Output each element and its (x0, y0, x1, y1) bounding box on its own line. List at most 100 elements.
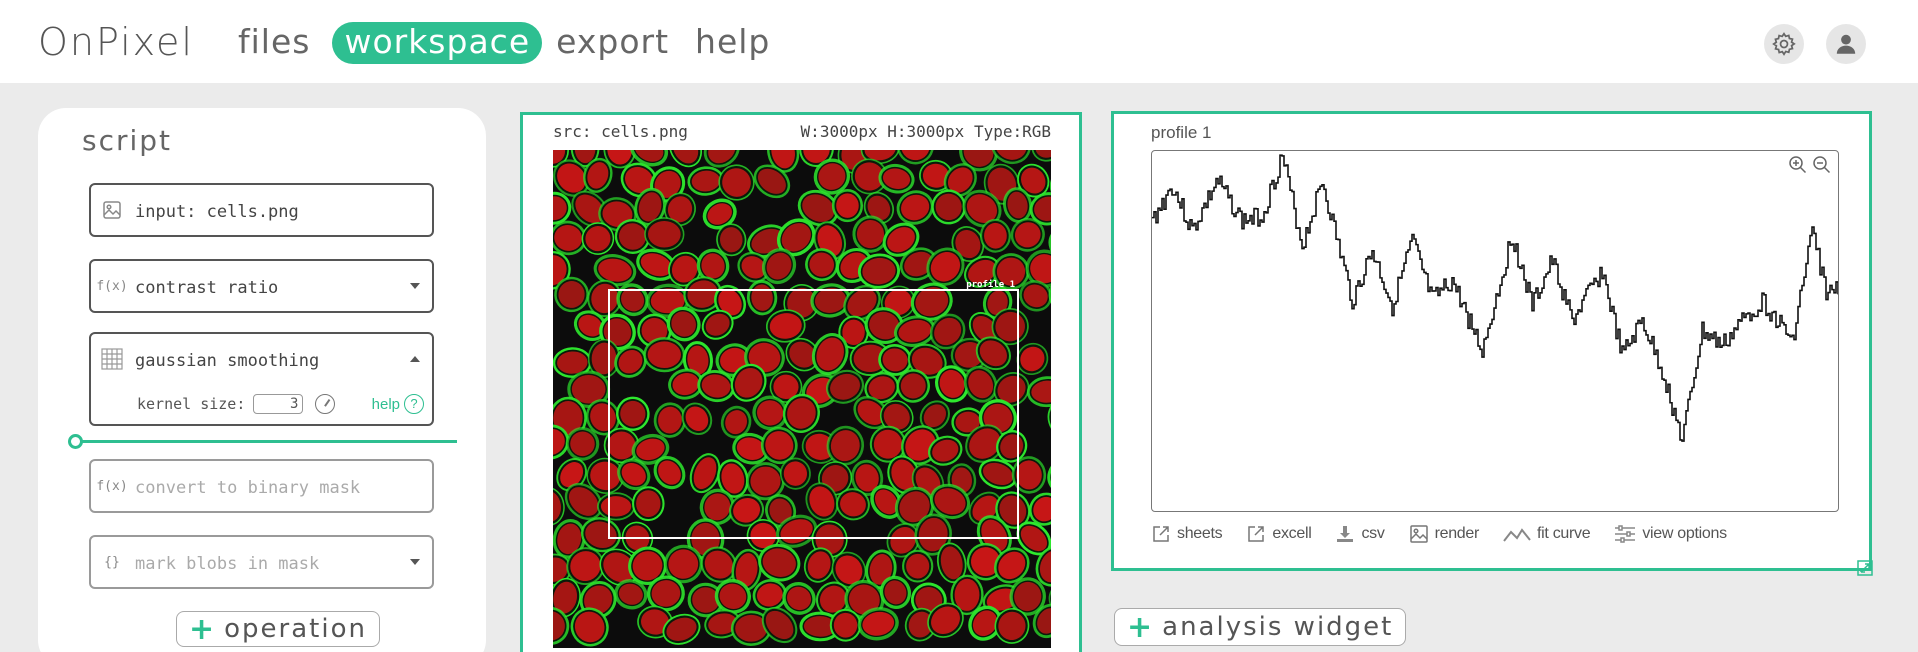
cell-nucleus (931, 606, 960, 635)
cell-nucleus (705, 313, 730, 336)
nav-files[interactable]: files (238, 22, 311, 61)
cell-nucleus (906, 553, 930, 579)
cell-nucleus (915, 587, 943, 613)
help-link[interactable]: help ? (372, 394, 424, 414)
sliders-icon (1615, 525, 1636, 543)
cell-nucleus (830, 430, 860, 462)
cell-nucleus (602, 201, 633, 227)
nav-export[interactable]: export (556, 22, 670, 61)
cell-nucleus (735, 614, 768, 642)
cell-nucleus (856, 219, 885, 249)
cell-nucleus (1031, 380, 1051, 403)
cell-nucleus (667, 196, 693, 223)
resize-icon[interactable] (1857, 560, 1873, 576)
operation-label: input: cells.png (135, 202, 299, 222)
cell-nucleus (802, 194, 835, 222)
user-icon (1836, 34, 1856, 54)
export-csv-button[interactable]: csv (1335, 524, 1385, 544)
cell-nucleus (873, 429, 903, 459)
cell-nucleus (890, 526, 916, 554)
cell-nucleus (887, 227, 915, 253)
cell-nucleus (769, 313, 802, 339)
input-operation[interactable]: input: cells.png (89, 183, 434, 237)
profile-title: profile 1 (1151, 123, 1212, 142)
chevron-down-icon[interactable] (410, 559, 420, 565)
fit-curve-button[interactable]: fit curve (1503, 524, 1591, 544)
cell-nucleus (574, 611, 605, 643)
profile-roi[interactable]: profile 1 (608, 280, 1019, 539)
render-button[interactable]: render (1409, 524, 1479, 544)
gaussian-smoothing-operation[interactable]: gaussian smoothing kernel size: 3 help ? (89, 332, 434, 426)
plus-icon: + (1127, 609, 1155, 645)
contrast-ratio-operation[interactable]: f(x) contrast ratio (89, 259, 434, 313)
cell-nucleus (818, 163, 846, 190)
cell-nucleus (636, 490, 661, 518)
export-sheets-button[interactable]: sheets (1151, 524, 1223, 544)
view-options-button[interactable]: view options (1614, 524, 1727, 544)
script-panel: script input: cells.png f(x) contrast ra… (38, 108, 486, 652)
binary-mask-operation[interactable]: f(x) convert to binary mask (89, 459, 434, 513)
cell-nucleus (972, 610, 998, 637)
settings-button[interactable] (1764, 24, 1804, 64)
cell-nucleus (687, 280, 719, 308)
cell-nucleus (884, 580, 907, 605)
cell-nucleus (741, 256, 766, 279)
cell-nucleus (553, 401, 583, 435)
add-analysis-widget-button[interactable]: + analysis widget (1114, 608, 1407, 646)
cell-nucleus (568, 487, 599, 516)
cell-nucleus (557, 163, 586, 193)
cell-nucleus (848, 584, 880, 615)
tool-label: excell (1272, 525, 1312, 542)
chevron-down-icon[interactable] (410, 283, 420, 289)
cell-nucleus (720, 347, 748, 373)
cell-nucleus (718, 289, 742, 316)
cell-nucleus (708, 150, 736, 164)
cell-nucleus (735, 553, 758, 587)
zoom-out-icon[interactable] (1812, 155, 1832, 175)
cell-nucleus (984, 222, 1007, 249)
brand-logo[interactable]: OnPixel (38, 20, 194, 64)
cell-nucleus (719, 227, 743, 253)
kernel-size-input[interactable]: 3 (253, 394, 304, 414)
chevron-up-icon[interactable] (410, 356, 420, 362)
cell-nucleus (864, 150, 896, 161)
operation-label: mark blobs in mask (135, 554, 320, 574)
add-operation-button[interactable]: + operation (176, 611, 380, 647)
user-button[interactable] (1826, 24, 1866, 64)
cell-nucleus (587, 162, 609, 189)
cell-nucleus (693, 457, 717, 490)
braces-icon: {} (104, 554, 120, 570)
cell-nucleus (570, 551, 601, 582)
export-excel-button[interactable]: excell (1246, 524, 1312, 544)
cell-nucleus (901, 150, 930, 161)
cell-nucleus (750, 522, 777, 549)
cell-nucleus (672, 150, 699, 164)
cell-nucleus (641, 609, 670, 635)
zoom-in-icon[interactable] (1788, 155, 1808, 175)
kernel-knob-icon[interactable] (315, 394, 336, 414)
nav-help[interactable]: help (695, 22, 771, 61)
cell-nucleus (987, 290, 1008, 316)
cell-nucleus (968, 370, 994, 399)
cell-nucleus (867, 195, 891, 221)
cell-nucleus (1014, 222, 1041, 248)
profile-plot[interactable] (1151, 150, 1839, 512)
cell-nucleus (970, 547, 1001, 577)
cell-nucleus (553, 581, 578, 614)
insert-position-handle[interactable] (68, 434, 83, 449)
cell-nucleus (1020, 525, 1048, 552)
microscopy-image[interactable]: profile 1 (553, 150, 1051, 648)
cell-nucleus (882, 168, 911, 190)
mark-blobs-operation[interactable]: {} mark blobs in mask (89, 535, 434, 589)
cell-nucleus (701, 374, 731, 398)
cell-nucleus (734, 367, 763, 398)
cell-nucleus (769, 498, 792, 524)
insert-position-track[interactable] (74, 440, 457, 443)
cell-nucleus (553, 611, 565, 641)
kernel-size-label: kernel size: (137, 395, 246, 413)
cell-nucleus (789, 341, 816, 368)
nav-workspace[interactable]: workspace (332, 22, 543, 64)
cell-nucleus (560, 462, 584, 488)
cell-nucleus (766, 252, 792, 280)
cell-nucleus (666, 617, 697, 641)
